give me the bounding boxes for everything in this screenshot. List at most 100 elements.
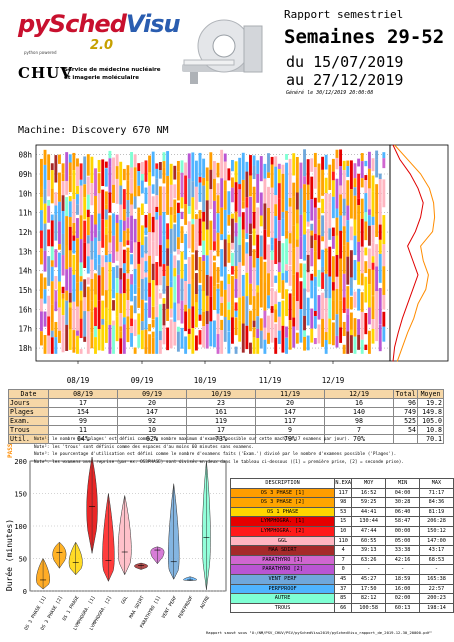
exam-slot [194,273,198,295]
legend-min: 06:40 [385,506,420,518]
exam-slot [158,304,162,331]
exam-slot [61,286,65,294]
exam-slot [342,245,346,274]
exam-slot [162,298,166,304]
exam-slot [169,184,173,208]
exam-slot [342,160,346,171]
exam-slot [220,249,224,277]
stats-cell: 17 [186,425,256,435]
exam-slot [194,294,198,303]
exam-slot [83,279,87,298]
exam-slot [259,256,263,279]
exam-slot [76,263,79,283]
exam-slot [40,210,43,231]
exam-slot [335,217,339,236]
exam-slot [346,220,350,243]
exam-slot [310,230,314,236]
stats-cell: 92 [117,416,187,426]
exam-slot [83,184,87,198]
exam-slot [94,195,97,225]
exam-slot [162,264,166,277]
exam-slot [249,255,252,284]
exam-slot [331,282,335,291]
legend-desc: VENT PERF [229,573,336,585]
exam-slot [180,160,184,173]
exam-slot [285,162,288,187]
exam-slot [40,248,43,265]
exam-slot [58,330,61,343]
exam-slot [328,318,332,345]
exam-slot [79,163,83,180]
exam-slot [349,287,353,296]
exam-slot [112,235,115,263]
exam-slot [331,322,335,346]
legend-desc: TROUS [229,602,336,614]
exam-slot [299,314,303,343]
exam-slot [313,276,317,287]
stats-row: Trous 11 10 17 9 7 54 10.8 [8,425,444,435]
timeline-xtick: 08/19 [67,376,90,385]
exam-slot [216,195,220,214]
exam-slot [180,251,184,279]
exam-slot [252,155,256,166]
exam-slot [277,330,281,344]
exam-slot [180,327,184,349]
exam-slot [115,166,119,179]
exam-slot [50,246,54,261]
exam-slot [256,285,260,293]
legend-mean: 60:55 [351,535,387,547]
exam-slot [184,263,188,272]
exam-slot [335,335,339,348]
exam-slot [249,235,252,256]
exam-slot [97,275,101,301]
exam-slot [353,259,357,281]
exam-slot [324,248,328,274]
exam-slot [342,170,346,199]
exam-slot [155,219,159,250]
exam-slot [281,199,285,212]
exam-slot [115,251,119,261]
exam-slot [50,337,54,354]
exam-slot [155,305,159,318]
note-4: Note⁴: les examens avec reprise (par ex.… [34,459,404,465]
exam-slot [83,156,87,185]
legend-mean: 59:25 [351,497,387,508]
exam-slot [68,196,72,202]
exam-slot [353,291,357,308]
exam-slot [94,307,97,327]
exam-slot [43,149,47,165]
exam-slot [295,157,299,178]
stats-row-label: Exam. [8,416,49,426]
date-from: du 15/07/2019 [286,53,404,71]
legend-min: 18:59 [385,573,420,585]
exam-slot [133,295,137,314]
exam-slot [288,265,292,286]
exam-slot [54,321,58,338]
exam-slot [364,261,368,274]
exam-slot [130,284,133,302]
exam-slot [54,205,58,215]
exam-slot [40,331,43,346]
exam-slot [79,290,83,301]
exam-slot [270,213,274,238]
exam-slot [234,266,238,279]
legend-header-cell: DESCRIPTION [229,478,336,489]
exam-slot [65,152,69,181]
exam-slot [86,286,90,312]
exam-slot [349,329,353,336]
exam-slot [176,160,180,172]
exam-slot [306,200,310,222]
exam-slot [339,258,343,278]
exam-slot [306,229,310,255]
exam-slot [180,197,184,209]
exam-slot [274,304,278,310]
exam-slot [288,158,292,176]
exam-slot [335,149,339,158]
exam-slot [90,259,94,279]
legend-count: 37 [334,583,353,595]
exam-slot [299,214,303,237]
exam-slot [65,290,69,301]
exam-slot [126,180,130,201]
exam-slot [148,155,152,173]
exam-slot [263,261,267,283]
